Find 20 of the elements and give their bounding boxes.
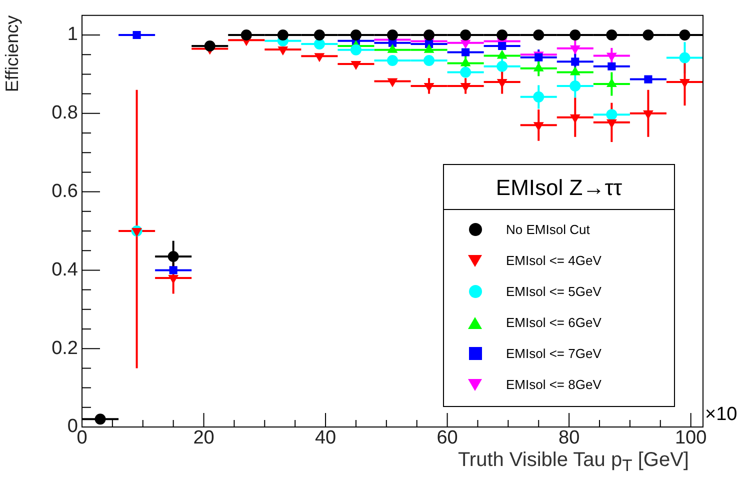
text: ×10	[705, 404, 738, 426]
legend-title: EMIsol Z→ττ	[494, 174, 624, 202]
y-tick-label: 0.4	[52, 259, 78, 280]
y-axis-title: Efficiency	[2, 15, 22, 92]
legend-label: No EMIsol Cut	[506, 222, 590, 237]
legend-label: EMIsol <= 7GeV	[506, 346, 602, 361]
y-tick-label: 0.2	[52, 338, 78, 359]
y-tick-label: 1	[67, 24, 78, 46]
x-tick-label: 60	[436, 428, 458, 449]
x-tick-label: 20	[193, 428, 214, 449]
legend-label: EMIsol <= 4GeV	[506, 253, 602, 268]
x-tick-label: 40	[314, 428, 336, 449]
y-tick-label: 0.8	[52, 102, 78, 124]
legend-label: EMIsol <= 5GeV	[506, 284, 602, 299]
x-axis-title: Truth Visible Tau p$_{T}$ [GeV]	[458, 449, 689, 476]
legend-label: EMIsol <= 6GeV	[506, 315, 602, 330]
x-tick-label: 80	[558, 428, 580, 449]
x-tick-label: 100	[674, 428, 707, 449]
legend-label: EMIsol <= 8GeV	[506, 377, 602, 392]
y-tick-label: 0.6	[52, 181, 78, 202]
